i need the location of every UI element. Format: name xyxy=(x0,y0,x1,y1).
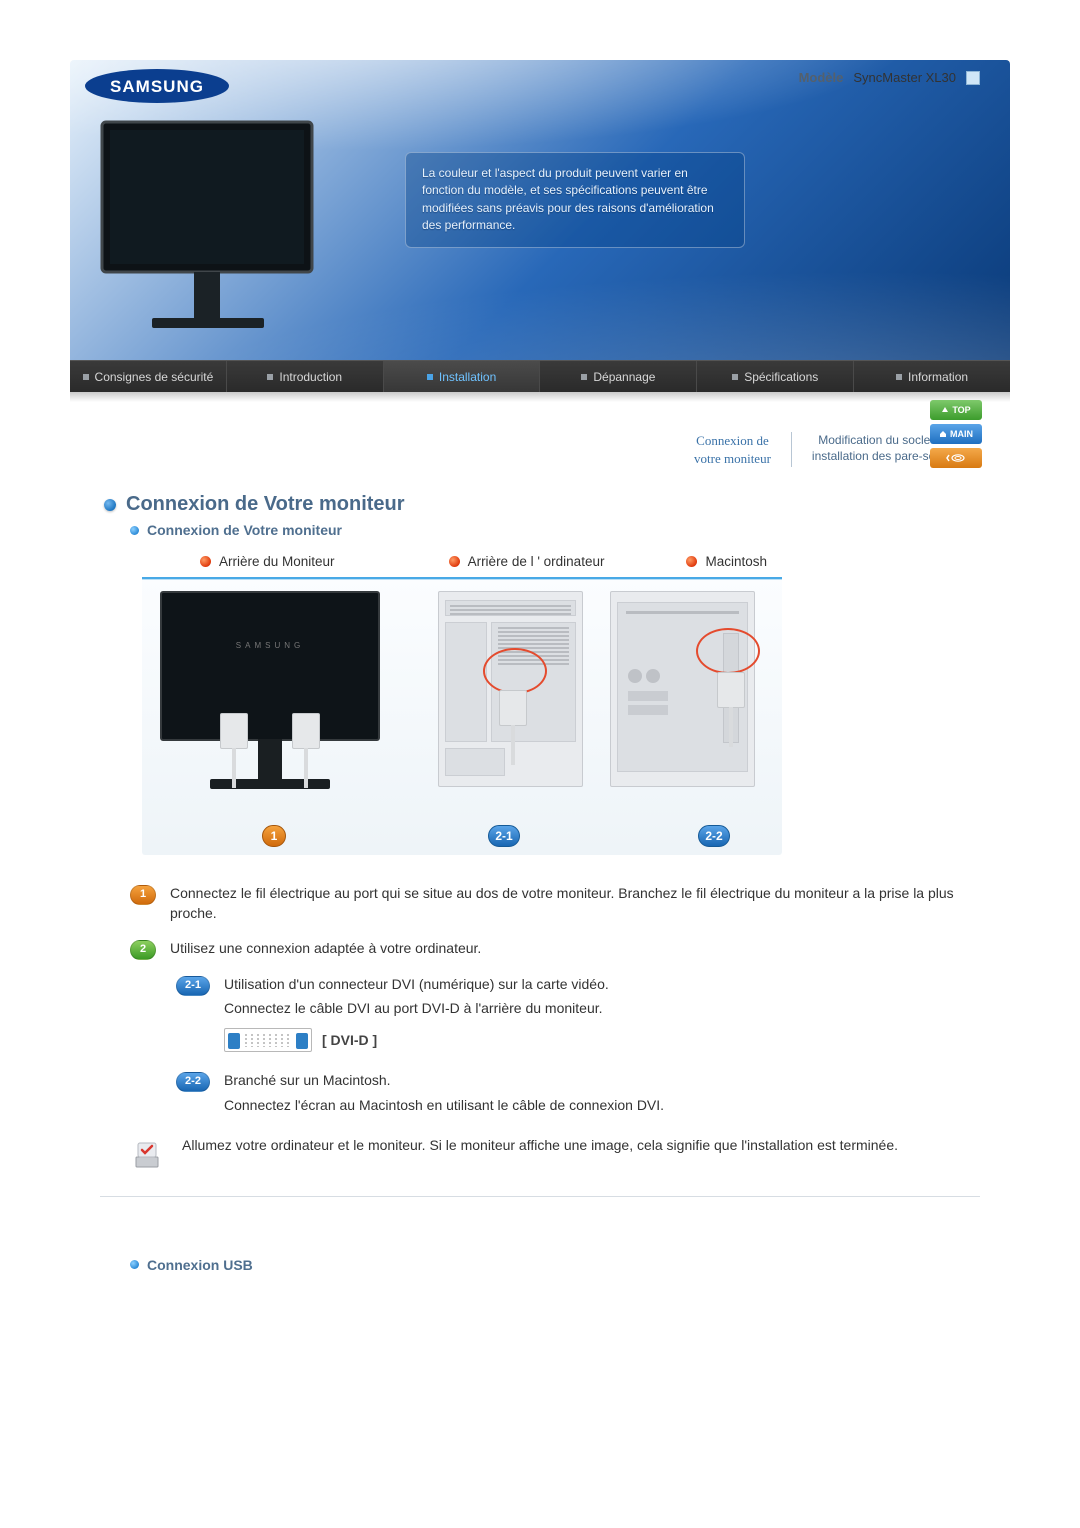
legend-mac: Macintosh xyxy=(686,554,767,569)
side-main-label: MAIN xyxy=(950,429,973,439)
diagram-label-1: 1 xyxy=(262,825,286,847)
subtab-connexion[interactable]: Connexion de votre moniteur xyxy=(694,432,771,467)
diagram-label-2-1: 2-1 xyxy=(488,825,520,847)
model-selector[interactable]: Modèle SyncMaster XL30 xyxy=(799,70,980,85)
diagram-label-2-2: 2-2 xyxy=(698,825,730,847)
step-2-1-text-a: Utilisation d'un connecteur DVI (numériq… xyxy=(224,974,609,994)
subsection-title-usb: Connexion USB xyxy=(147,1257,253,1273)
model-value: SyncMaster XL30 xyxy=(853,70,956,85)
subsection-heading: Connexion de Votre moniteur xyxy=(130,522,1010,538)
badge-2-1: 2-1 xyxy=(176,976,210,996)
subsection-heading-usb: Connexion USB xyxy=(130,1257,1010,1273)
step-1: 1 Connectez le fil électrique au port qu… xyxy=(130,883,980,924)
hero-banner: SAMSUNG Modèle SyncMaster XL30 La couleu… xyxy=(70,60,1010,360)
connection-diagram-wrap: Arrière du Moniteur Arrière de l ' ordin… xyxy=(142,548,950,855)
link-icon xyxy=(946,453,966,463)
completion-note-text: Allumez votre ordinateur et le moniteur.… xyxy=(182,1137,898,1153)
disclaimer-callout: La couleur et l'aspect du produit peuven… xyxy=(405,152,745,248)
badge-2-2: 2-2 xyxy=(176,1072,210,1092)
bullet-icon xyxy=(130,526,139,535)
nav-information[interactable]: Information xyxy=(853,361,1010,392)
legend-pc-back: Arrière de l ' ordinateur xyxy=(449,554,605,569)
samsung-logo: SAMSUNG xyxy=(82,66,232,106)
pc-back-illustration xyxy=(438,591,583,787)
nav-safety[interactable]: Consignes de sécurité xyxy=(70,361,226,392)
model-label: Modèle xyxy=(799,70,844,85)
home-icon xyxy=(939,430,947,438)
nav-specs[interactable]: Spécifications xyxy=(696,361,853,392)
bullet-icon xyxy=(104,499,116,511)
svg-text:SAMSUNG: SAMSUNG xyxy=(110,77,204,96)
dvid-label-row: [ DVI-D ] xyxy=(224,1028,609,1052)
step-2-text: Utilisez une connexion adaptée à votre o… xyxy=(170,938,481,960)
bullet-icon xyxy=(130,1260,139,1269)
subtab-separator xyxy=(791,432,792,467)
badge-1: 1 xyxy=(130,885,156,905)
monitor-back-illustration: SAMSUNG xyxy=(160,591,380,789)
instruction-list: 1 Connectez le fil électrique au port qu… xyxy=(130,883,980,1119)
step-2: 2 Utilisez une connexion adaptée à votre… xyxy=(130,938,980,960)
dvid-label: [ DVI-D ] xyxy=(322,1030,377,1050)
section-title: Connexion de Votre moniteur xyxy=(126,493,405,516)
disclaimer-text: La couleur et l'aspect du produit peuven… xyxy=(422,166,714,232)
step-1-text: Connectez le fil électrique au port qui … xyxy=(170,883,980,924)
side-quick-links: TOP MAIN xyxy=(930,400,982,468)
step-2-2-text-b: Connectez l'écran au Macintosh en utilis… xyxy=(224,1095,664,1115)
mac-back-illustration xyxy=(610,591,755,787)
section-heading: Connexion de Votre moniteur xyxy=(104,493,1010,516)
nav-troubleshooting[interactable]: Dépannage xyxy=(539,361,696,392)
side-top-button[interactable]: TOP xyxy=(930,400,982,420)
sub-tabs: Connexion de votre moniteur Modification… xyxy=(70,402,1010,485)
step-2-1-text-b: Connectez le câble DVI au port DVI-D à l… xyxy=(224,998,609,1018)
subsection-title: Connexion de Votre moniteur xyxy=(147,522,342,538)
diagram-legend: Arrière du Moniteur Arrière de l ' ordin… xyxy=(142,548,950,577)
side-link-button[interactable] xyxy=(930,448,982,468)
section-divider xyxy=(100,1196,980,1197)
main-nav: Consignes de sécurité Introduction Insta… xyxy=(70,360,1010,392)
nav-installation[interactable]: Installation xyxy=(383,361,540,392)
side-top-label: TOP xyxy=(952,405,970,415)
note-icon xyxy=(130,1137,164,1174)
completion-note: Allumez votre ordinateur et le moniteur.… xyxy=(130,1137,1010,1174)
step-2-2: 2-2 Branché sur un Macintosh. Connectez … xyxy=(176,1070,980,1119)
model-swatch xyxy=(966,71,980,85)
nav-shadow xyxy=(70,392,1010,402)
legend-monitor-back: Arrière du Moniteur xyxy=(200,554,335,569)
hero-monitor-illustration xyxy=(100,120,330,347)
step-2-1: 2-1 Utilisation d'un connecteur DVI (num… xyxy=(176,974,980,1053)
dvid-port-icon xyxy=(224,1028,312,1052)
step-2-2-text-a: Branché sur un Macintosh. xyxy=(224,1070,664,1090)
nav-introduction[interactable]: Introduction xyxy=(226,361,383,392)
side-main-button[interactable]: MAIN xyxy=(930,424,982,444)
arrow-up-icon xyxy=(941,406,949,414)
connection-diagram: SAMSUNG xyxy=(142,577,782,855)
badge-2: 2 xyxy=(130,940,156,960)
